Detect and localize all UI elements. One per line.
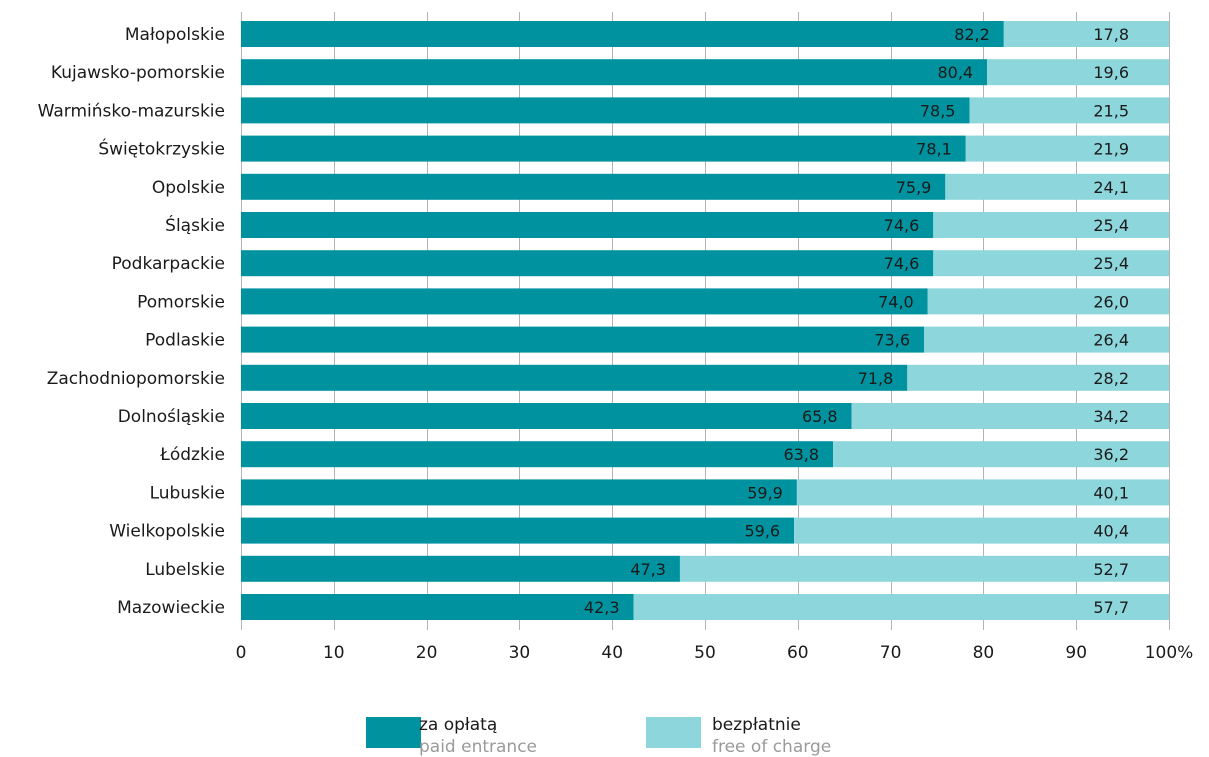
data-label-paid: 78,5 xyxy=(920,101,956,120)
category-label: Dolnośląskie xyxy=(118,407,225,427)
legend-sublabel: free of charge xyxy=(712,737,831,757)
data-label-paid: 78,1 xyxy=(916,140,952,159)
x-tick-label: 70 xyxy=(880,643,902,663)
bar-paid-12 xyxy=(241,479,797,506)
bar-free-0 xyxy=(1003,21,1169,47)
bar-paid-8 xyxy=(241,326,925,353)
data-label-free: 34,2 xyxy=(1093,407,1129,426)
category-label: Lubelskie xyxy=(145,560,225,580)
category-label: Lubuskie xyxy=(150,483,225,503)
legend-label: za opłatą xyxy=(419,715,497,735)
data-label-free: 40,1 xyxy=(1093,483,1129,502)
bar-free-1 xyxy=(987,59,1169,86)
category-label: Małopolskie xyxy=(125,25,225,45)
bar-free-2 xyxy=(969,97,1169,124)
data-label-free: 28,2 xyxy=(1093,369,1129,388)
bar-free-8 xyxy=(924,326,1169,353)
bar-free-10 xyxy=(851,403,1169,429)
x-tick-label: 40 xyxy=(601,643,623,663)
bar-free-5 xyxy=(933,212,1169,238)
bar-free-6 xyxy=(933,250,1169,277)
data-label-paid: 59,9 xyxy=(747,483,783,502)
data-label-paid: 82,2 xyxy=(954,25,990,44)
data-label-free: 36,2 xyxy=(1093,445,1129,464)
x-tick-label: 80 xyxy=(973,643,995,663)
bar-paid-7 xyxy=(241,288,928,315)
bar-free-14 xyxy=(679,555,1169,582)
data-label-paid: 74,6 xyxy=(884,254,920,273)
data-label-free: 19,6 xyxy=(1093,63,1129,82)
data-label-free: 17,8 xyxy=(1093,25,1129,44)
data-label-free: 52,7 xyxy=(1093,560,1129,579)
category-label: Warmińsko-mazurskie xyxy=(38,101,225,121)
category-label: Zachodniopomorskie xyxy=(47,369,225,389)
bar-paid-0 xyxy=(241,21,1004,47)
data-label-paid: 63,8 xyxy=(783,445,819,464)
category-label: Śląskie xyxy=(165,214,225,236)
legend-swatch-0 xyxy=(366,717,421,748)
category-label: Łódzkie xyxy=(159,445,225,465)
category-label: Kujawsko-pomorskie xyxy=(51,63,225,83)
legend-sublabel: paid entrance xyxy=(419,737,537,757)
bar-free-7 xyxy=(927,288,1169,315)
data-label-free: 26,4 xyxy=(1093,331,1129,350)
data-label-paid: 47,3 xyxy=(630,560,666,579)
x-tick-label: 30 xyxy=(509,643,531,663)
x-tick-label: 10 xyxy=(323,643,345,663)
bar-paid-2 xyxy=(241,97,970,124)
data-label-free: 57,7 xyxy=(1093,598,1129,617)
category-label: Pomorskie xyxy=(137,292,225,312)
bar-paid-14 xyxy=(241,555,680,582)
data-label-free: 24,1 xyxy=(1093,178,1129,197)
bar-free-3 xyxy=(965,135,1169,162)
x-tick-label: 60 xyxy=(787,643,809,663)
data-label-free: 25,4 xyxy=(1093,216,1129,235)
data-label-free: 21,9 xyxy=(1093,140,1129,159)
data-label-free: 25,4 xyxy=(1093,254,1129,273)
bar-paid-3 xyxy=(241,135,966,162)
data-label-paid: 75,9 xyxy=(896,178,932,197)
x-tick-label: 0 xyxy=(236,643,247,663)
legend-label: bezpłatnie xyxy=(712,715,801,735)
bar-paid-11 xyxy=(241,441,834,468)
data-label-paid: 65,8 xyxy=(802,407,838,426)
data-label-paid: 74,0 xyxy=(878,292,914,311)
data-label-paid: 73,6 xyxy=(874,331,910,350)
data-label-paid: 80,4 xyxy=(937,63,973,82)
bar-free-12 xyxy=(796,479,1169,506)
category-label: Podkarpackie xyxy=(112,254,225,274)
category-label: Opolskie xyxy=(152,178,225,198)
bar-free-13 xyxy=(794,517,1169,544)
data-label-free: 26,0 xyxy=(1093,292,1129,311)
data-label-free: 21,5 xyxy=(1093,101,1129,120)
category-label: Wielkopolskie xyxy=(109,522,225,542)
data-label-paid: 71,8 xyxy=(858,369,894,388)
category-label: Świętokrzyskie xyxy=(98,138,225,160)
bar-free-4 xyxy=(945,173,1169,200)
data-label-paid: 42,3 xyxy=(584,598,620,617)
bar-free-9 xyxy=(907,364,1169,391)
bar-paid-13 xyxy=(241,517,795,544)
bar-paid-6 xyxy=(241,250,934,277)
bar-paid-4 xyxy=(241,173,946,200)
data-label-free: 40,4 xyxy=(1093,522,1129,541)
bar-paid-15 xyxy=(241,594,634,620)
bar-paid-5 xyxy=(241,212,934,238)
x-tick-label: 90 xyxy=(1065,643,1087,663)
data-label-paid: 59,6 xyxy=(744,522,780,541)
bar-paid-1 xyxy=(241,59,988,86)
bar-free-15 xyxy=(633,594,1169,620)
data-label-paid: 74,6 xyxy=(884,216,920,235)
x-tick-label: 50 xyxy=(694,643,716,663)
category-label: Podlaskie xyxy=(145,331,225,351)
bar-free-11 xyxy=(833,441,1169,468)
x-tick-label: 20 xyxy=(416,643,438,663)
bar-paid-9 xyxy=(241,364,908,391)
category-label: Mazowieckie xyxy=(117,598,225,618)
x-tick-label: 100% xyxy=(1145,643,1194,663)
bar-paid-10 xyxy=(241,403,852,429)
legend-swatch-1 xyxy=(646,717,701,748)
